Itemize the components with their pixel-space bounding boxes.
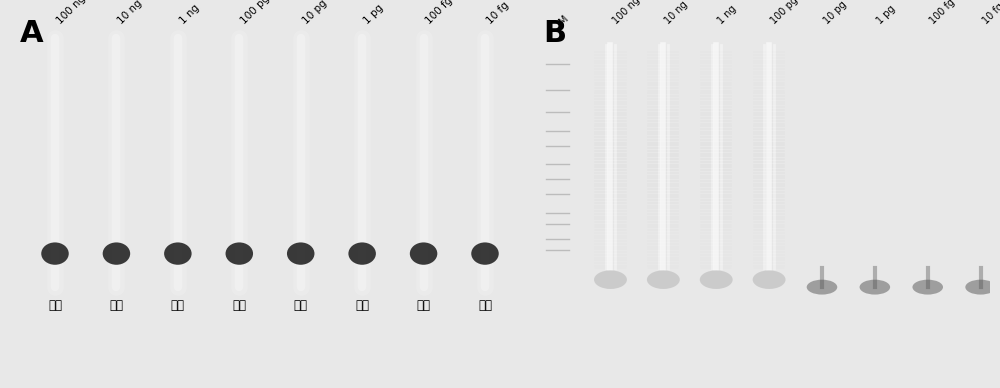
Ellipse shape — [410, 242, 437, 265]
Text: 10 fg: 10 fg — [981, 1, 1000, 26]
Ellipse shape — [753, 270, 786, 289]
Text: 蓝色: 蓝色 — [109, 299, 123, 312]
Text: 100 fg: 100 fg — [928, 0, 957, 26]
Text: 蓝色: 蓝色 — [171, 299, 185, 312]
Text: 10 ng: 10 ng — [663, 0, 690, 26]
Ellipse shape — [594, 270, 627, 289]
Text: B: B — [544, 19, 567, 48]
Text: A: A — [20, 19, 44, 48]
Text: 100 pg: 100 pg — [769, 0, 800, 26]
Text: 10 pg: 10 pg — [301, 0, 329, 26]
Text: 100 ng: 100 ng — [610, 0, 641, 26]
Text: 10 fg: 10 fg — [485, 0, 511, 26]
Ellipse shape — [860, 280, 890, 294]
Ellipse shape — [164, 242, 192, 265]
Ellipse shape — [348, 242, 376, 265]
Text: M: M — [558, 13, 571, 26]
Ellipse shape — [912, 280, 943, 294]
Ellipse shape — [647, 270, 680, 289]
Text: 蓝色: 蓝色 — [48, 299, 62, 312]
Ellipse shape — [226, 242, 253, 265]
Text: 1 pg: 1 pg — [875, 3, 897, 26]
Text: 蓝色: 蓝色 — [232, 299, 246, 312]
Ellipse shape — [471, 242, 499, 265]
Text: 紫色: 紫色 — [355, 299, 369, 312]
Text: 10 ng: 10 ng — [116, 0, 144, 26]
Ellipse shape — [700, 270, 733, 289]
Ellipse shape — [807, 280, 837, 294]
Text: 1 ng: 1 ng — [716, 3, 739, 26]
Text: 1 ng: 1 ng — [178, 3, 201, 26]
Ellipse shape — [287, 242, 314, 265]
Text: 紫色: 紫色 — [294, 299, 308, 312]
Ellipse shape — [41, 242, 69, 265]
Ellipse shape — [103, 242, 130, 265]
Text: 10 pg: 10 pg — [822, 0, 849, 26]
Text: 100 fg: 100 fg — [424, 0, 454, 26]
Text: 100 ng: 100 ng — [55, 0, 88, 26]
Text: 100 pg: 100 pg — [239, 0, 272, 26]
Ellipse shape — [965, 280, 996, 294]
Text: 紫色: 紫色 — [417, 299, 431, 312]
Text: 紫色: 紫色 — [478, 299, 492, 312]
Text: 1 pg: 1 pg — [362, 3, 386, 26]
